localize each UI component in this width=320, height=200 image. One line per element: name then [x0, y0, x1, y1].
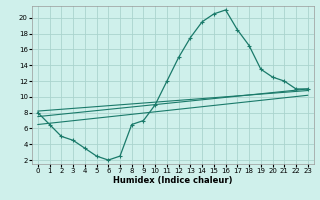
X-axis label: Humidex (Indice chaleur): Humidex (Indice chaleur) [113, 176, 233, 185]
